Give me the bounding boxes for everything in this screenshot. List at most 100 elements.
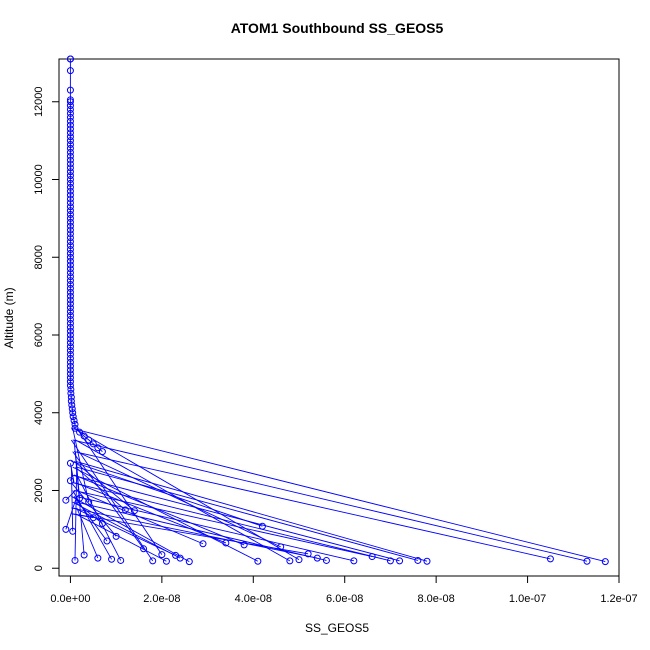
data-point xyxy=(117,556,125,564)
data-point xyxy=(66,222,74,230)
data-point xyxy=(76,428,84,436)
data-point xyxy=(66,121,74,129)
profile-segment xyxy=(73,460,135,512)
data-point xyxy=(185,558,193,566)
data-point xyxy=(66,304,74,312)
y-tick-label: 8000 xyxy=(33,245,45,269)
data-point xyxy=(66,98,74,106)
data-point xyxy=(66,176,74,184)
data-point xyxy=(130,507,138,515)
data-point xyxy=(583,557,591,565)
data-point xyxy=(66,292,74,300)
data-point xyxy=(108,555,116,563)
y-tick-label: 2000 xyxy=(33,478,45,502)
data-point xyxy=(66,129,74,137)
data-point xyxy=(66,280,74,288)
x-tick-label: 4.0e-08 xyxy=(235,593,272,605)
data-point xyxy=(80,551,88,559)
data-point xyxy=(66,152,74,160)
data-point xyxy=(66,315,74,323)
data-point xyxy=(66,218,74,226)
data-point xyxy=(66,148,74,156)
data-point xyxy=(66,382,74,390)
x-axis-label: SS_GEOS5 xyxy=(305,621,369,635)
data-point xyxy=(66,133,74,141)
data-point xyxy=(66,374,74,382)
data-point xyxy=(149,557,157,565)
profile-segment xyxy=(75,439,291,562)
data-point xyxy=(66,273,74,281)
data-point xyxy=(304,550,312,558)
data-point xyxy=(66,55,74,63)
data-point xyxy=(66,242,74,250)
data-point xyxy=(67,393,75,401)
data-point xyxy=(67,397,75,405)
data-point xyxy=(386,557,394,565)
data-point xyxy=(68,405,76,413)
data-point xyxy=(66,253,74,261)
data-point xyxy=(66,343,74,351)
data-point xyxy=(71,420,79,428)
data-point xyxy=(66,277,74,285)
y-tick-label: 0 xyxy=(33,565,45,571)
data-point xyxy=(94,554,102,562)
data-point xyxy=(121,506,129,514)
profile-line xyxy=(69,59,103,452)
profile-segment xyxy=(76,428,163,555)
profile-segment xyxy=(75,466,126,511)
x-tick-label: 2.0e-08 xyxy=(143,593,180,605)
data-point xyxy=(546,555,554,563)
data-point xyxy=(66,249,74,257)
x-tick-label: 1.0e-07 xyxy=(509,593,546,605)
data-point xyxy=(76,494,84,502)
data-point xyxy=(396,557,404,565)
data-point xyxy=(66,354,74,362)
profile-segment xyxy=(73,451,551,560)
data-point xyxy=(350,557,358,565)
y-tick-label: 10000 xyxy=(33,164,45,195)
profile-segment xyxy=(76,490,204,545)
profile-segment xyxy=(72,428,90,503)
x-tick-label: 0.0e+00 xyxy=(50,593,90,605)
data-point xyxy=(66,226,74,234)
data-point xyxy=(66,117,74,125)
data-point xyxy=(66,319,74,327)
data-point xyxy=(66,183,74,191)
data-point xyxy=(66,125,74,133)
data-point xyxy=(254,557,262,565)
profile-segment xyxy=(72,439,588,562)
data-point xyxy=(277,543,285,551)
data-point xyxy=(66,257,74,265)
profile-segment xyxy=(71,507,318,559)
chart-title: ATOM1 Southbound SS_GEOS5 xyxy=(231,20,444,36)
data-point xyxy=(66,207,74,215)
profile-segment xyxy=(72,451,144,550)
data-point xyxy=(66,195,74,203)
profile-segment xyxy=(65,490,76,501)
data-point xyxy=(66,323,74,331)
data-point xyxy=(66,234,74,242)
data-point xyxy=(162,557,170,565)
data-point xyxy=(66,168,74,176)
data-point xyxy=(158,551,166,559)
data-point xyxy=(112,532,120,540)
data-point xyxy=(66,156,74,164)
data-point xyxy=(98,520,106,528)
plot-layer xyxy=(62,55,609,566)
data-point xyxy=(66,347,74,355)
profile-segment xyxy=(76,474,122,561)
data-point xyxy=(322,556,330,564)
data-point xyxy=(368,553,376,561)
data-point xyxy=(172,551,180,559)
x-tick-label: 6.0e-08 xyxy=(326,593,363,605)
x-tick-label: 1.2e-07 xyxy=(600,593,637,605)
profile-segment xyxy=(76,501,327,561)
data-point xyxy=(66,144,74,152)
profile-segment xyxy=(72,513,309,555)
data-point xyxy=(66,335,74,343)
data-point xyxy=(66,109,74,117)
data-point xyxy=(66,350,74,358)
data-point xyxy=(66,141,74,149)
data-point xyxy=(66,327,74,335)
